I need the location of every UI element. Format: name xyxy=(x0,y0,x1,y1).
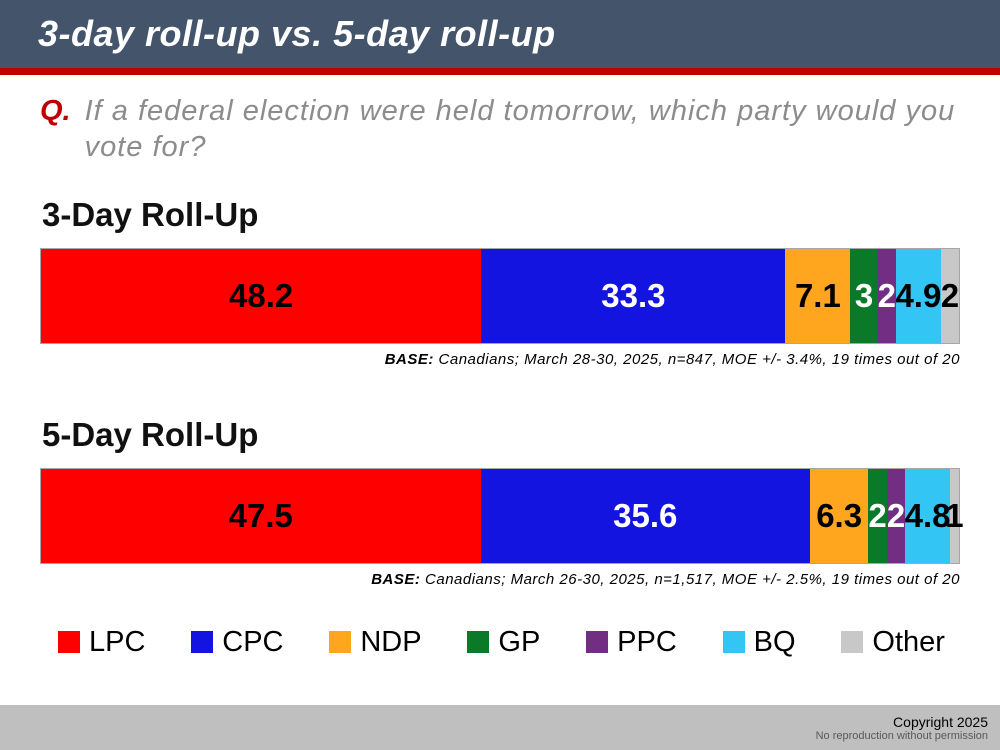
legend-swatch-other xyxy=(841,631,864,653)
bar-segment-value: 2 xyxy=(877,276,897,314)
question-prefix: Q. xyxy=(40,95,71,127)
bar-segment-value: 1 xyxy=(945,496,964,534)
stacked-bar-3day: 48.2 33.3 7.1 3 2 4.9 2 xyxy=(40,247,960,344)
bar-segment-value: 2 xyxy=(886,496,906,534)
survey-question: Q. If a federal election were held tomor… xyxy=(0,75,1000,166)
bar-segment-lpc: 47.5 xyxy=(41,468,481,563)
bar-segment-bq: 4.9 xyxy=(895,248,942,343)
bar-segment-bq: 4.8 xyxy=(904,468,951,563)
legend-swatch-ndp xyxy=(329,631,352,653)
bar-segment-value: 47.5 xyxy=(228,496,293,534)
legend-label: GP xyxy=(498,625,541,658)
bar-segment-ndp: 7.1 xyxy=(785,248,851,343)
reproduction-note: No reproduction without permission xyxy=(815,729,988,742)
chart-5day-rollup: 5-Day Roll-Up 47.5 35.6 6.3 2 2 4.8 1 BASE: Ca… xyxy=(0,416,1000,588)
legend-item-other: Other xyxy=(841,626,945,659)
chart-title-5day: 5-Day Roll-Up xyxy=(42,415,259,453)
bar-segment-value: 2 xyxy=(940,276,960,314)
bar-segment-value: 33.3 xyxy=(601,276,666,314)
base-text: Canadians; March 28-30, 2025, n=847, MOE… xyxy=(433,350,960,368)
question-text: If a federal election were held tomorrow… xyxy=(84,95,956,164)
bar-segment-other: 1 xyxy=(945,468,964,563)
stacked-bar-5day: 47.5 35.6 6.3 2 2 4.8 1 xyxy=(40,467,964,564)
bar-segment-ppc: 2 xyxy=(886,468,906,563)
bar-segment-value: 4.8 xyxy=(904,496,951,534)
legend-swatch-cpc xyxy=(191,631,214,653)
bar-segment-ppc: 2 xyxy=(877,248,897,343)
base-text: Canadians; March 26-30, 2025, n=1,517, M… xyxy=(420,570,960,588)
legend-item-cpc: CPC xyxy=(191,625,284,659)
base-label: BASE: xyxy=(371,570,421,588)
legend-swatch-bq xyxy=(722,631,745,653)
page-title: 3-day roll-up vs. 5-day roll-up xyxy=(38,13,556,54)
copyright-text: Copyright 2025 xyxy=(893,713,988,730)
bar-segment-gp: 3 xyxy=(850,248,878,343)
chart-3day-rollup: 3-Day Roll-Up 48.2 33.3 7.1 3 2 4.9 2 BASE: Ca… xyxy=(0,196,1000,368)
legend: LPC CPC NDP GP PPC BQ Other xyxy=(0,626,1000,659)
bar-segment-value: 2 xyxy=(868,496,887,534)
legend-item-lpc: LPC xyxy=(58,626,145,659)
bar-segment-value: 4.9 xyxy=(895,276,942,314)
legend-label: BQ xyxy=(753,625,796,658)
bar-segment-value: 35.6 xyxy=(613,496,678,534)
bar-segment-value: 3 xyxy=(854,276,874,314)
legend-label: NDP xyxy=(360,625,422,658)
base-label: BASE: xyxy=(384,350,434,368)
legend-item-gp: GP xyxy=(467,626,540,659)
bar-segment-value: 6.3 xyxy=(816,496,863,534)
bar-segment-value: 7.1 xyxy=(794,276,841,314)
legend-label: LPC xyxy=(89,625,146,658)
legend-swatch-lpc xyxy=(58,631,80,653)
bar-segment-cpc: 33.3 xyxy=(481,248,786,343)
bar-segment-cpc: 35.6 xyxy=(480,468,810,563)
legend-label: CPC xyxy=(222,625,284,658)
legend-swatch-ppc xyxy=(586,631,609,653)
footer-bar: Copyright 2025 No reproduction without p… xyxy=(0,705,1000,750)
bar-segment-value: 48.2 xyxy=(229,276,294,314)
chart-title-3day: 3-Day Roll-Up xyxy=(42,195,259,233)
legend-item-ppc: PPC xyxy=(586,626,677,659)
base-note-3day: BASE: Canadians; March 28-30, 2025, n=84… xyxy=(40,351,960,368)
bar-segment-ndp: 6.3 xyxy=(810,468,869,563)
base-note-5day: BASE: Canadians; March 26-30, 2025, n=1,… xyxy=(40,571,960,588)
divider-rule xyxy=(0,68,1000,75)
legend-item-ndp: NDP xyxy=(329,625,422,659)
legend-label: PPC xyxy=(617,625,677,658)
bar-segment-gp: 2 xyxy=(868,468,887,563)
legend-swatch-gp xyxy=(467,631,490,653)
bar-segment-other: 2 xyxy=(940,248,960,343)
title-banner: 3-day roll-up vs. 5-day roll-up xyxy=(0,0,1000,68)
legend-item-bq: BQ xyxy=(722,625,796,659)
bar-segment-lpc: 48.2 xyxy=(41,248,482,343)
legend-label: Other xyxy=(872,625,945,658)
